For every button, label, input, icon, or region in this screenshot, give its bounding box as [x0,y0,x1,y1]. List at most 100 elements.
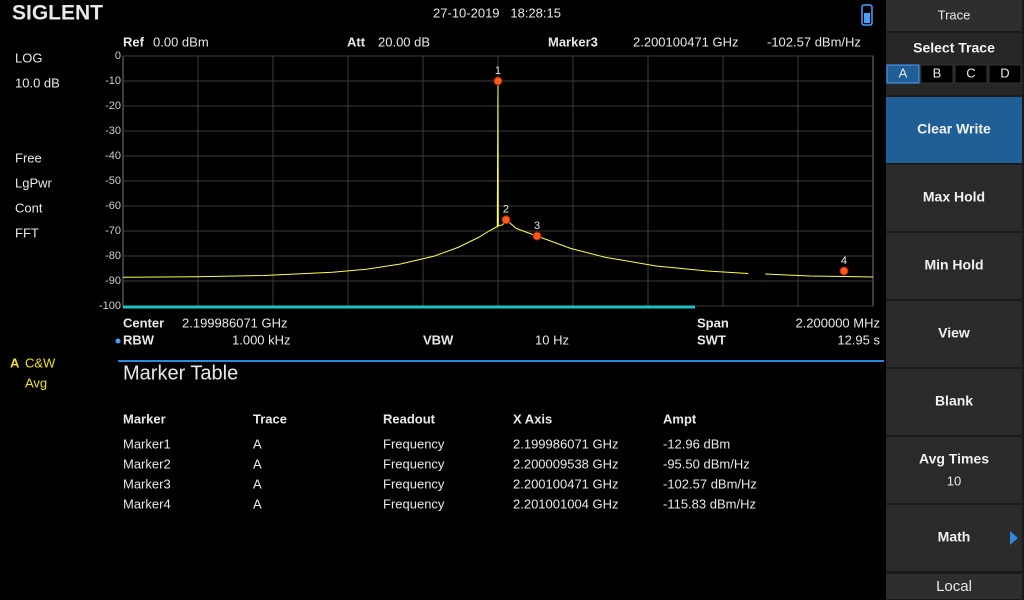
marker-ampt: -102.57 dBm/Hz [767,34,861,49]
marker-label: 2 [503,204,509,216]
table-cell: A [253,476,262,491]
table-header: X Axis [513,411,552,426]
menu-button-label[interactable]: Clear Write [917,121,991,137]
y-tick-label: 0 [115,50,121,62]
detector: LgPwr [15,175,53,190]
menu-button-label[interactable]: Math [938,529,971,545]
swt-value: 12.95 s [837,332,880,347]
rbw-indicator [115,338,121,344]
trace-option-box[interactable] [920,64,954,84]
sweep-type: FFT [15,225,39,240]
table-cell: Marker2 [123,456,171,471]
marker-freq: 2.200100471 GHz [633,34,739,49]
marker-label: 4 [841,255,847,267]
trace-avg: Avg [25,375,47,390]
marker-point [493,76,503,86]
table-cell: 2.200100471 GHz [513,476,619,491]
menu-button-label[interactable]: Avg Times [919,451,989,467]
table-cell: Frequency [383,476,445,491]
table-cell: A [253,436,262,451]
table-cell: -115.83 dBm/Hz [663,496,756,511]
vbw-value: 10 Hz [535,332,569,347]
marker-table: Marker Trace Readout X Axis Ampt Marker1 A Freq… [123,411,757,511]
menu-button[interactable] [886,97,1022,163]
marker-point [839,266,849,276]
vbw-label: VBW [423,332,454,347]
y-tick-label: -90 [105,275,121,287]
y-tick-label: -100 [99,300,121,312]
menu-button-label[interactable]: View [938,325,970,341]
table-cell: -12.96 dBm [663,436,730,451]
trace-option[interactable]: C [966,65,975,80]
y-tick-label: -30 [105,125,121,137]
scale-type: LOG [15,50,42,65]
marker-table-title: Marker Table [123,362,238,384]
table-cell: Marker1 [123,436,171,451]
y-tick-label: -60 [105,200,121,212]
plot: 0 -10 -20 -30 -40 -50 -60 -70 -80 -90 -100 1 2 3 4 [99,50,874,312]
att-value: 20.00 dB [378,34,430,49]
menu-title: Trace [938,7,971,22]
avg-times-value: 10 [947,473,961,488]
table-cell: 2.201001004 GHz [513,496,619,511]
table-cell: A [253,456,262,471]
y-tick-label: -20 [105,100,121,112]
table-cell: Marker4 [123,496,171,511]
ref-label: Ref [123,34,145,49]
submenu-arrow [1010,531,1018,545]
table-cell: 2.199986071 GHz [513,436,619,451]
trace-option-box[interactable] [954,64,988,84]
y-tick-label: -50 [105,175,121,187]
datetime: 27-10-2019 18:28:15 [433,5,561,20]
table-cell: Marker3 [123,476,171,491]
trace-option[interactable]: A [899,65,908,80]
menu-button[interactable] [886,301,1022,367]
menu-title-bar [886,0,1022,31]
marker-label: 1 [495,65,501,77]
select-trace-box [886,33,1022,95]
trace-option[interactable]: D [1000,65,1009,80]
sweep-mode: Cont [15,200,43,215]
span-value: 2.200000 MHz [795,315,880,330]
table-header: Readout [383,411,436,426]
table-cell: 2.200009538 GHz [513,456,619,471]
y-tick-label: -70 [105,225,121,237]
table-cell: -95.50 dBm/Hz [663,456,750,471]
menu-button[interactable] [886,505,1022,571]
menu-button[interactable] [886,165,1022,231]
rbw-label: RBW [123,332,155,347]
rbw-value: 1.000 kHz [232,332,291,347]
table-header: Marker [123,411,166,426]
menu-button[interactable] [886,233,1022,299]
marker-label: Marker3 [548,34,598,49]
menu-button-label[interactable]: Max Hold [923,189,985,205]
trace-label: A [10,355,20,370]
menu-button-label[interactable]: Blank [935,393,973,409]
brand: SIGLENT [12,2,103,25]
table-cell: Frequency [383,436,445,451]
ref-value: 0.00 dBm [153,34,209,49]
menu: A B C D Clear Write Max Hold Min Hold View Blank… [886,64,1022,599]
trace [122,80,873,278]
footer-bar [886,574,1022,599]
center-value: 2.199986071 GHz [182,315,288,330]
menu-button-label[interactable]: Min Hold [924,257,983,273]
menu-button[interactable] [886,369,1022,435]
trace-option[interactable]: B [933,65,942,80]
battery-level [864,13,870,23]
footer: Local [936,578,972,595]
trace-option-box[interactable] [988,64,1022,84]
table-cell: A [253,496,262,511]
marker-point [532,231,542,241]
menu-button[interactable] [886,437,1022,503]
select-trace-label: Select Trace [913,40,995,56]
y-tick-label: -40 [105,150,121,162]
battery-icon [861,4,873,26]
trace-mode: C&W [25,355,56,370]
table-cell: -102.57 dBm/Hz [663,476,757,491]
marker-point [501,215,511,225]
trace-option-box[interactable] [886,64,920,84]
scale-div: 10.0 dB [15,75,60,90]
